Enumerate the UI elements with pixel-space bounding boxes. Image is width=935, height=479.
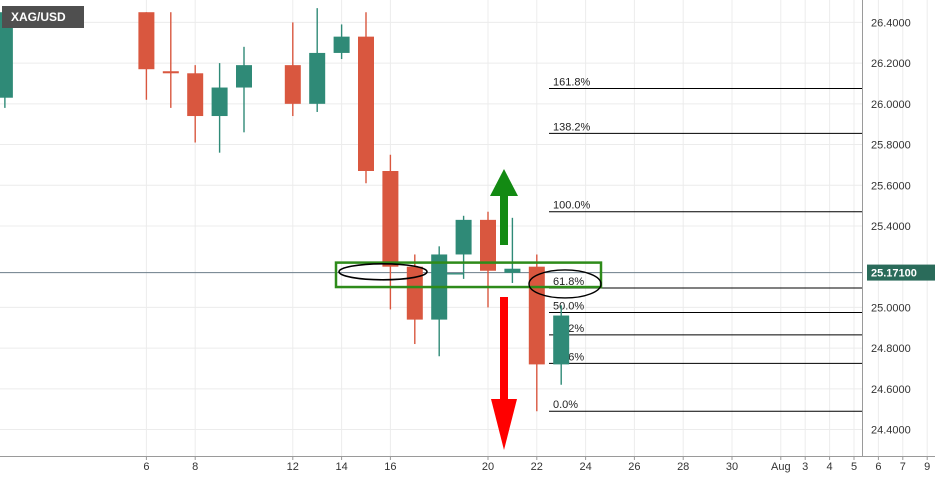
candle-body bbox=[480, 219, 496, 271]
x-axis-ticks: Jul68121416202224262830Aug34567910111213… bbox=[143, 456, 930, 473]
candle-body bbox=[0, 12, 13, 98]
x-tick-label: 7 bbox=[900, 461, 906, 473]
x-tick-label: 24 bbox=[579, 461, 591, 473]
y-tick-label: 24.6000 bbox=[871, 384, 911, 396]
fibonacci-levels: 161.8%138.2%100.0%61.8%50.0%38.2%23.6%0.… bbox=[549, 77, 862, 412]
x-tick-label: 30 bbox=[726, 461, 738, 473]
candle-body bbox=[236, 65, 252, 88]
x-tick-label: 3 bbox=[802, 461, 808, 473]
y-tick-label: 26.4000 bbox=[871, 17, 911, 29]
y-tick-label: 25.4000 bbox=[871, 221, 911, 233]
x-tick-label: 14 bbox=[335, 461, 347, 473]
current-price-badge: 25.17100 bbox=[867, 264, 935, 281]
y-tick-label: 25.6000 bbox=[871, 180, 911, 192]
x-tick-label: 5 bbox=[851, 461, 857, 473]
x-tick-label: 20 bbox=[482, 461, 494, 473]
x-tick-label: 8 bbox=[192, 461, 198, 473]
y-tick-label: 26.0000 bbox=[871, 99, 911, 111]
candle-body bbox=[528, 266, 545, 365]
candle-body bbox=[553, 315, 570, 365]
doji-ellipse bbox=[338, 262, 428, 281]
candle-body bbox=[309, 52, 326, 104]
x-tick-label: 12 bbox=[287, 461, 299, 473]
y-tick-label: 24.4000 bbox=[871, 425, 911, 437]
x-tick-label: 16 bbox=[384, 461, 396, 473]
down-arrow-shaft bbox=[500, 297, 508, 403]
fib-level-label: 0.0% bbox=[553, 399, 578, 411]
y-tick-label: 26.2000 bbox=[871, 58, 911, 70]
x-tick-label: 26 bbox=[628, 461, 640, 473]
fib-level-label: 50.0% bbox=[553, 300, 584, 312]
y-axis-ticks: 26.4000 26.2000 26.0000 25.8000 25.6000 25.40… bbox=[871, 17, 911, 436]
fib-618-ellipse bbox=[528, 269, 602, 299]
candle-body bbox=[187, 73, 204, 117]
candle-body bbox=[406, 266, 423, 320]
candle-body bbox=[333, 36, 350, 53]
fib-level-label: 100.0% bbox=[553, 200, 591, 212]
fib-level-label: 161.8% bbox=[553, 77, 591, 89]
fib-level-label: 61.8% bbox=[553, 276, 584, 288]
candle-body bbox=[504, 268, 521, 273]
y-tick-label: 24.8000 bbox=[871, 343, 911, 355]
candle-body bbox=[358, 36, 374, 172]
x-tick-label: 6 bbox=[143, 461, 149, 473]
candle-body bbox=[284, 65, 301, 104]
candle-body bbox=[382, 171, 399, 267]
y-tick-label: 25.0000 bbox=[871, 302, 911, 314]
up-arrow-shaft bbox=[500, 193, 508, 245]
up-arrow-head bbox=[490, 169, 518, 196]
x-tick-label: Aug bbox=[771, 461, 791, 473]
candle-body bbox=[138, 12, 155, 70]
candle-body bbox=[211, 87, 228, 117]
current-price-badge-bg bbox=[867, 264, 935, 281]
zone-rectangle bbox=[334, 261, 603, 289]
y-tick-label: 25.8000 bbox=[871, 140, 911, 152]
candle-body bbox=[162, 71, 179, 74]
x-tick-label: 9 bbox=[924, 461, 930, 473]
x-tick-label: 22 bbox=[531, 461, 543, 473]
down-arrow-head bbox=[491, 399, 517, 450]
fib-level-label: 138.2% bbox=[553, 121, 591, 133]
axes bbox=[0, 0, 935, 457]
symbol-label: XAG/USD bbox=[2, 6, 84, 28]
current-price-badge-label: 25.17100 bbox=[871, 268, 917, 280]
x-tick-label: 4 bbox=[827, 461, 833, 473]
annotations bbox=[334, 169, 603, 450]
x-tick-label: 28 bbox=[677, 461, 689, 473]
candlestick-series bbox=[0, 8, 570, 412]
candle-body bbox=[455, 219, 472, 255]
x-tick-label: 6 bbox=[875, 461, 881, 473]
